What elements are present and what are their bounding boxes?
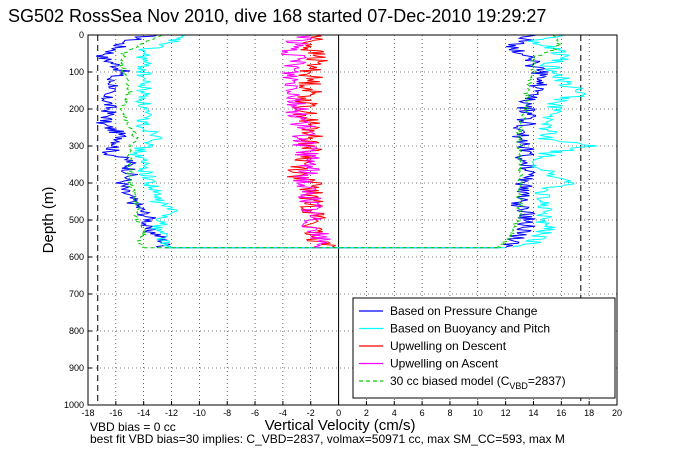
x-tick-label: -6 xyxy=(251,408,259,418)
x-tick-label: 4 xyxy=(392,408,397,418)
x-tick-label: 16 xyxy=(556,408,566,418)
series-2-ascent-line xyxy=(512,34,598,248)
legend-box xyxy=(352,297,616,399)
x-tick-label: -10 xyxy=(193,408,206,418)
x-tick-label: 8 xyxy=(447,408,452,418)
x-tick-label: 18 xyxy=(584,408,594,418)
y-tick-label: 600 xyxy=(69,252,84,262)
x-tick-label: 6 xyxy=(420,408,425,418)
x-tick-label: -4 xyxy=(279,408,287,418)
vbd-bias-note: VBD bias = 0 cc xyxy=(90,420,176,434)
series-3-line xyxy=(286,34,336,249)
y-tick-label: 800 xyxy=(69,326,84,336)
y-tick-label: 100 xyxy=(69,67,84,77)
x-tick-label: -14 xyxy=(137,408,150,418)
series-4-line xyxy=(281,35,331,249)
x-tick-label: -18 xyxy=(81,408,94,418)
x-tick-label: -16 xyxy=(109,408,122,418)
x-tick-label: -12 xyxy=(165,408,178,418)
x-tick-label: -2 xyxy=(307,408,315,418)
x-tick-labels: -18 -16 -14 -12 -10 -8 -6 -4 -2 0 2 4 6 8 10 12 14 16 18 20 xyxy=(81,401,622,418)
legend: Based on Pressure Change Based on Buoyanc… xyxy=(352,297,616,399)
y-tick-label: 700 xyxy=(69,289,84,299)
series-5-ascent-line xyxy=(496,34,562,249)
x-tick-label: 14 xyxy=(528,408,538,418)
y-tick-label: 900 xyxy=(69,363,84,373)
y-tick-label: 200 xyxy=(69,104,84,114)
legend-label: Based on Buoyancy and Pitch xyxy=(390,322,550,336)
y-tick-labels: 0 100 200 300 400 500 600 700 800 900 1000 xyxy=(64,30,92,410)
y-axis-label: Depth (m) xyxy=(40,187,57,254)
y-tick-label: 1000 xyxy=(64,400,84,410)
best-fit-note: best fit VBD bias=30 implies: C_VBD=2837… xyxy=(90,432,565,446)
x-tick-label: 10 xyxy=(473,408,483,418)
x-tick-label: 12 xyxy=(501,408,511,418)
legend-label: Upwelling on Descent xyxy=(390,339,507,353)
x-tick-label: 20 xyxy=(612,408,622,418)
x-tick-label: 2 xyxy=(364,408,369,418)
series-1-ascent-line xyxy=(503,34,549,249)
y-tick-label: 0 xyxy=(79,30,84,40)
legend-label: Upwelling on Ascent xyxy=(390,357,499,371)
x-tick-label: 0 xyxy=(336,408,341,418)
series-5-descent-line xyxy=(118,34,163,249)
y-tick-label: 500 xyxy=(69,215,84,225)
chart-title: SG502 RossSea Nov 2010, dive 168 started… xyxy=(8,6,547,26)
y-tick-label: 400 xyxy=(69,178,84,188)
x-axis-label: Vertical Velocity (cm/s) xyxy=(265,417,416,434)
legend-label: Based on Pressure Change xyxy=(390,304,538,318)
series-group xyxy=(96,34,598,249)
y-tick-label: 300 xyxy=(69,141,84,151)
x-tick-label: -8 xyxy=(223,408,231,418)
series-2-descent-line xyxy=(129,34,186,249)
